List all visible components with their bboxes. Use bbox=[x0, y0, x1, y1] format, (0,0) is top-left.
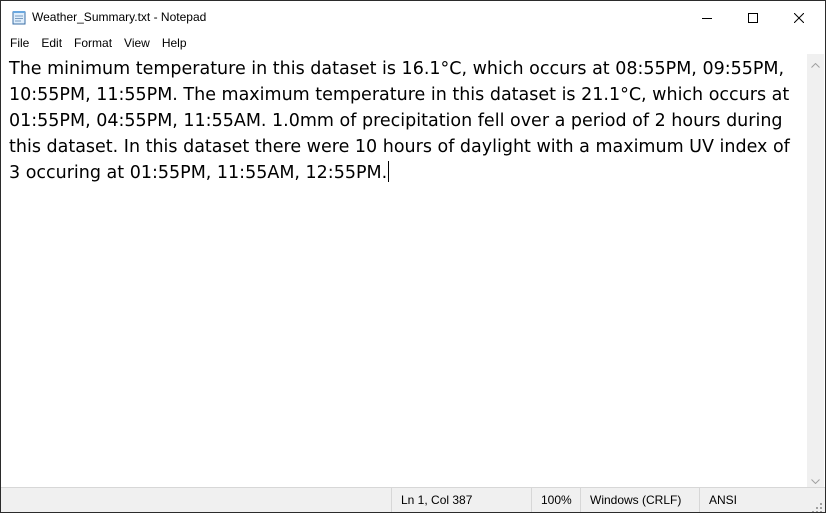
scroll-up-button[interactable] bbox=[807, 54, 824, 71]
window-title: Weather_Summary.txt - Notepad bbox=[32, 10, 207, 24]
text-editor[interactable]: The minimum temperature in this dataset … bbox=[1, 54, 808, 487]
status-cursor-position: Ln 1, Col 387 bbox=[391, 488, 532, 512]
menu-view[interactable]: View bbox=[124, 36, 150, 50]
document-text: The minimum temperature in this dataset … bbox=[9, 59, 796, 183]
notepad-icon bbox=[12, 10, 26, 25]
status-bar: Ln 1, Col 387 100% Windows (CRLF) ANSI bbox=[1, 487, 825, 512]
status-zoom: 100% bbox=[531, 488, 582, 512]
menu-bar: File Edit Format View Help bbox=[1, 34, 825, 53]
maximize-button[interactable] bbox=[730, 1, 776, 34]
close-icon bbox=[793, 8, 805, 27]
resize-grip-icon[interactable] bbox=[811, 499, 823, 512]
text-caret bbox=[388, 161, 390, 182]
editor-content[interactable]: The minimum temperature in this dataset … bbox=[9, 56, 799, 186]
scroll-up-arrow-icon bbox=[811, 53, 820, 72]
status-encoding: ANSI bbox=[699, 488, 799, 512]
menu-edit[interactable]: Edit bbox=[41, 36, 63, 50]
menu-format[interactable]: Format bbox=[74, 36, 113, 50]
status-line-ending: Windows (CRLF) bbox=[580, 488, 701, 512]
menu-file[interactable]: File bbox=[10, 36, 30, 50]
menu-help[interactable]: Help bbox=[161, 36, 187, 50]
scroll-down-arrow-icon bbox=[811, 469, 820, 488]
minimize-icon bbox=[702, 8, 712, 27]
title-bar[interactable]: Weather_Summary.txt - Notepad bbox=[1, 1, 825, 34]
minimize-button[interactable] bbox=[684, 1, 730, 34]
vertical-scrollbar[interactable] bbox=[807, 54, 824, 487]
close-button[interactable] bbox=[776, 1, 822, 34]
scroll-down-button[interactable] bbox=[807, 470, 824, 487]
maximize-icon bbox=[748, 8, 758, 27]
